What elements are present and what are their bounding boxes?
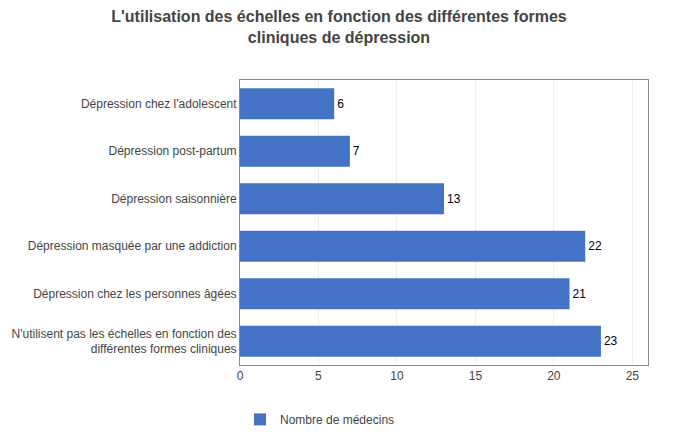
svg-text:10: 10 bbox=[390, 369, 404, 383]
svg-text:Nombre de médecins: Nombre de médecins bbox=[280, 413, 394, 427]
svg-text:L'utilisation des échelles en: L'utilisation des échelles en fonction d… bbox=[111, 8, 567, 46]
svg-text:Dépression masquée par une add: Dépression masquée par une addiction bbox=[28, 239, 237, 253]
svg-text:7: 7 bbox=[353, 144, 360, 158]
svg-text:Dépression post-partum: Dépression post-partum bbox=[109, 144, 237, 158]
svg-text:13: 13 bbox=[447, 192, 461, 206]
svg-text:N'utilisent pas les échelles e: N'utilisent pas les échelles en fonction… bbox=[12, 327, 237, 357]
svg-text:15: 15 bbox=[469, 369, 483, 383]
svg-text:22: 22 bbox=[588, 239, 602, 253]
svg-text:Dépression chez les personnes: Dépression chez les personnes âgées bbox=[33, 287, 236, 301]
svg-text:21: 21 bbox=[573, 287, 587, 301]
svg-text:5: 5 bbox=[315, 369, 322, 383]
svg-text:23: 23 bbox=[604, 334, 618, 348]
svg-text:Dépression saisonnière: Dépression saisonnière bbox=[111, 192, 237, 206]
svg-text:Dépression chez l'adolescent: Dépression chez l'adolescent bbox=[81, 97, 237, 111]
svg-text:0: 0 bbox=[237, 369, 244, 383]
svg-text:25: 25 bbox=[626, 369, 640, 383]
svg-text:20: 20 bbox=[547, 369, 561, 383]
svg-text:6: 6 bbox=[337, 97, 344, 111]
